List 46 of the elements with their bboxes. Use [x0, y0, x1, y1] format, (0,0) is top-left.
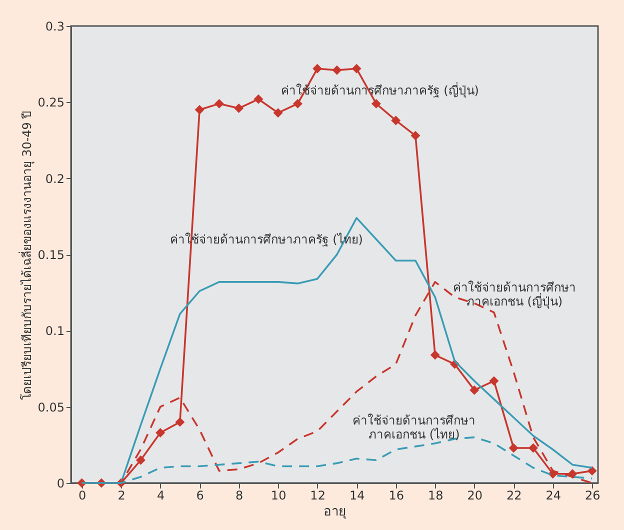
- series-label: ค่าใช้จ่ายด้านการศึกษา ภาคเอกชน (ไทย): [352, 414, 476, 442]
- point: [410, 130, 420, 140]
- point: [587, 466, 597, 476]
- point: [156, 428, 166, 438]
- series-label: ค่าใช้จ่ายด้านการศึกษา ภาคเอกชน (ญี่ปุ่น): [453, 280, 576, 310]
- point: [489, 376, 499, 386]
- x-tick-label: 8: [235, 488, 244, 502]
- point: [214, 98, 224, 108]
- x-tick-label: 12: [310, 488, 326, 502]
- y-tick-label: 0.05: [38, 400, 64, 414]
- point: [430, 350, 440, 360]
- point: [371, 98, 381, 108]
- y-axis-title: โดยเปรียบเทียบกับรายได้เฉลี่ยของแรงงานอายุ 30-49 ปี: [18, 110, 35, 400]
- point: [470, 385, 480, 395]
- point: [292, 98, 302, 108]
- point: [508, 443, 518, 453]
- y-tick-label: 0.15: [38, 248, 64, 262]
- y-tick-label: 0.2: [45, 172, 64, 186]
- point: [312, 64, 322, 74]
- x-tick-label: 6: [196, 488, 204, 502]
- x-tick-label: 24: [546, 488, 561, 502]
- point: [332, 65, 342, 75]
- point: [254, 94, 264, 104]
- x-tick-label: 4: [156, 488, 165, 502]
- x-tick-label: 18: [428, 488, 444, 502]
- y-tick-label: 0.3: [45, 20, 64, 34]
- x-tick-label: 0: [78, 488, 86, 502]
- point: [234, 104, 244, 114]
- y-tick-label: 0.25: [38, 96, 64, 110]
- x-tick-label: 26: [584, 488, 600, 502]
- point: [352, 64, 362, 74]
- point: [391, 116, 401, 126]
- point: [194, 105, 204, 115]
- x-tick-label: 2: [118, 488, 126, 502]
- x-axis-title: อายุ: [324, 504, 346, 520]
- point: [175, 417, 185, 427]
- x-tick-label: 20: [467, 488, 482, 502]
- x-tick-label: 14: [349, 488, 365, 502]
- point: [528, 443, 538, 453]
- y-tick-label: 0: [56, 476, 64, 490]
- x-tick-label: 10: [270, 488, 286, 502]
- y-tick-label: 0.1: [45, 324, 64, 338]
- point: [273, 108, 283, 118]
- x-tick-label: 16: [388, 488, 404, 502]
- point: [136, 455, 146, 465]
- x-tick-label: 22: [506, 488, 522, 502]
